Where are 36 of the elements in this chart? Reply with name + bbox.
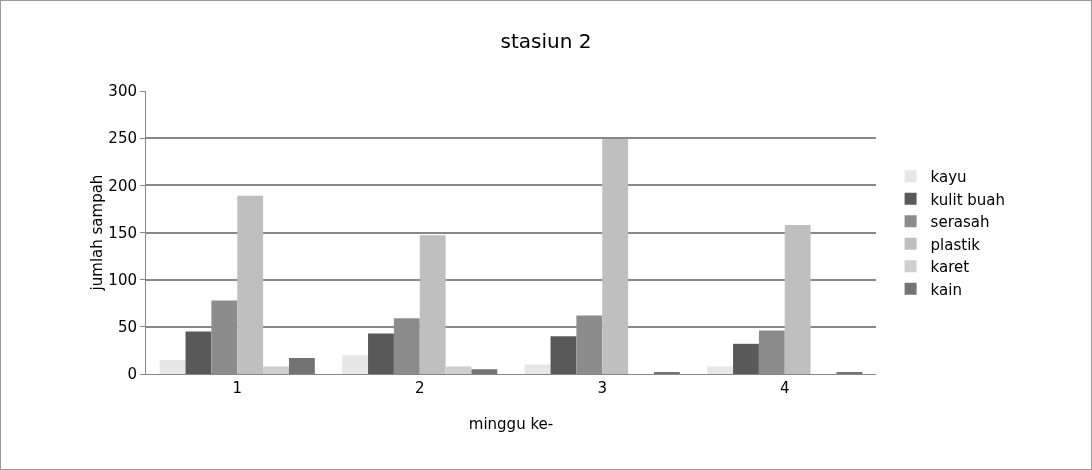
legend-label: plastik [930,235,981,254]
bar [524,364,551,374]
legend-label: karet [930,258,970,277]
x-axis-title: minggu ke- [468,415,554,433]
bar [602,139,629,374]
bar [237,195,264,374]
y-tick-label: 300 [108,82,137,101]
x-tick-label: 3 [597,379,608,397]
bar [445,366,472,374]
bar [368,333,394,374]
y-tick-label: 0 [127,365,137,384]
y-tick-label: 150 [108,223,137,242]
bar [707,366,734,374]
y-tick-label: 250 [108,129,137,148]
y-tick-label: 50 [117,318,137,337]
x-tick-label: 1 [232,379,243,397]
bar [733,343,759,374]
legend-label: kayu [930,168,967,187]
legend-label: serasah [930,213,990,232]
chart-title: stasiun 2 [500,28,592,53]
bar [550,336,577,374]
bar [263,366,289,374]
bar [419,235,446,374]
y-axis-title: jumlah sampah [88,174,107,292]
bar [288,357,315,374]
x-tick-label: 4 [779,379,790,397]
bar [471,369,498,374]
legend-label: kulit buah [930,190,1006,209]
legend-label: kain [930,280,962,299]
bar [342,355,369,374]
bar [185,331,212,374]
x-tick-label: 2 [414,379,425,397]
y-tick-label: 200 [108,176,137,195]
y-tick-label: 100 [108,270,137,289]
bar [159,359,186,374]
bar [784,224,811,374]
